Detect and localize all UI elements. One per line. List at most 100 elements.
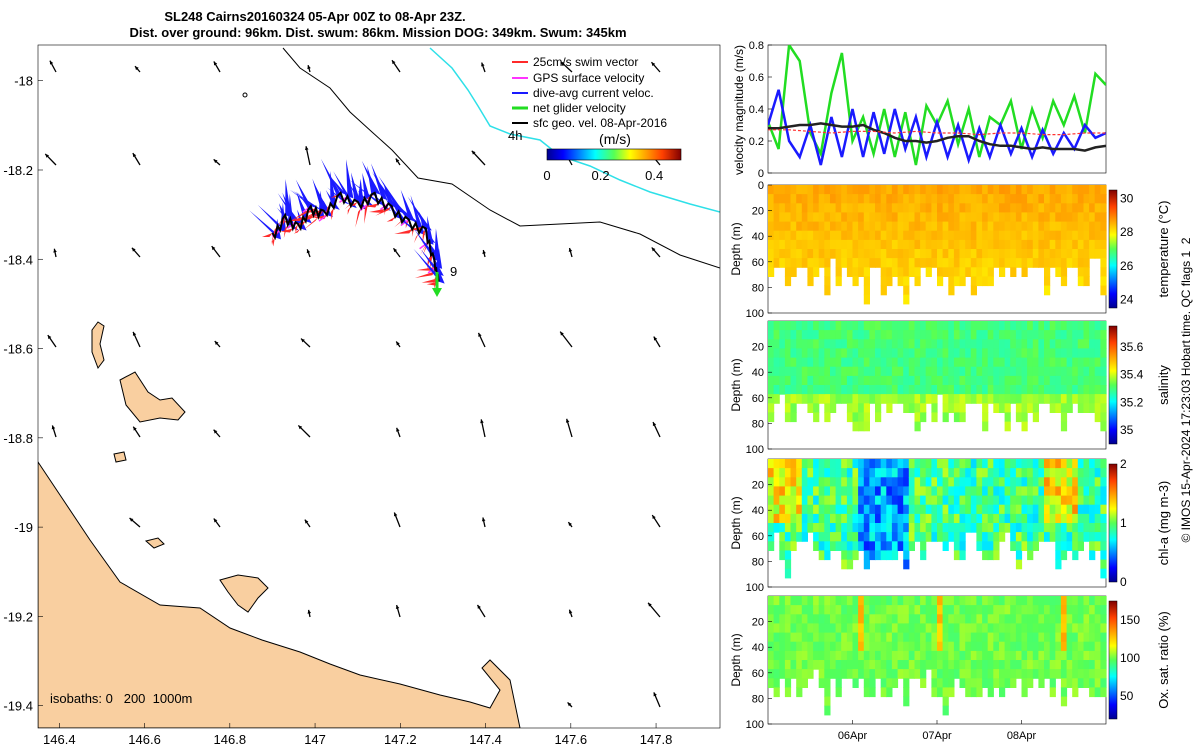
section-cell [948,203,955,213]
section-cell [942,459,949,469]
section-cell [768,412,775,423]
section-cell [1089,375,1096,386]
section-cell [959,596,966,606]
swim-vector [405,219,409,229]
section-cell [818,669,825,679]
section-cell [813,394,820,404]
section-cell [1077,513,1084,524]
section-cell [965,221,972,232]
section-cell [824,412,831,423]
section-cell [818,385,825,395]
section-cell [863,357,870,368]
section-cell [942,696,949,707]
section-cell [768,650,775,661]
section-cell [801,357,808,368]
swim-vector [394,229,413,234]
section-cell [818,339,825,349]
section-cell [768,267,775,277]
section-cell [1089,523,1096,533]
section-cell [768,513,775,524]
map-x-tick-label: 147.8 [640,732,673,747]
section-cell [959,614,966,624]
section-cell [1044,605,1051,615]
section-cell [903,348,910,359]
section-cell [965,687,972,698]
section-cell [908,495,915,506]
section-cell [1077,357,1084,368]
section-cell [1077,339,1084,349]
section-cell [1027,194,1034,204]
section-cell [790,221,797,232]
section-cell [970,486,977,497]
section-cell [897,605,904,615]
section-cell [863,203,870,213]
section-cell [1100,523,1107,533]
section-cell [846,357,854,368]
section-cell [931,249,938,259]
section-cell [1089,459,1096,469]
section-cell [959,258,966,268]
section-cell [959,669,966,679]
section-cell [835,614,842,624]
section-cell [976,523,983,533]
section-cell [886,330,893,340]
section-cell [908,403,915,413]
section-cell [914,348,921,359]
section-cell [1010,212,1017,223]
section-cell [1021,596,1028,606]
section-y-tick-label: 60 [752,257,764,269]
section-cell [976,477,983,487]
section-cell [891,486,899,497]
section-cell [993,185,1000,195]
section-cell [807,513,814,524]
section-cell [1015,523,1023,533]
section-cell [897,523,904,533]
map-y-tick-label: -18 [14,74,33,89]
section-cell [1004,194,1011,204]
section-cell [841,459,848,469]
section-cell [1038,532,1045,542]
dive-avg-current-vector [382,187,412,219]
section-cell [784,504,792,515]
section-cell [1010,375,1017,386]
section-cell [880,623,887,634]
section-cell [1083,486,1090,497]
section-cell [846,632,854,643]
section-cell [875,239,882,250]
section-cell [982,641,989,652]
section-cell [931,375,938,386]
section-cell [1004,678,1011,688]
section-cell [976,623,983,634]
section-cell [959,412,966,423]
section-cell [1072,321,1079,331]
section-cell [869,357,876,368]
section-cell [1060,212,1068,223]
section-cell [824,203,831,213]
section-cell [818,203,825,213]
section-cell [886,678,893,688]
section-cell [1072,348,1079,359]
section-cell [1077,632,1084,643]
section-cell [970,477,977,487]
section-cell [1066,669,1073,679]
section-cell [841,605,848,615]
section-cell [779,212,786,223]
section-cell [1021,330,1028,340]
section-cell [807,330,814,340]
section-cell [999,394,1006,404]
section-cell [1077,605,1084,615]
section-cell [830,249,837,259]
section-cell [908,504,915,515]
section-cell [937,687,944,698]
section-cell [908,623,915,634]
geo-velocity-arrowhead [648,602,652,607]
section-cell [1066,623,1073,634]
section-cell [987,321,994,331]
section-cell [953,641,961,652]
section-cell [1044,285,1051,296]
section-cell [1021,357,1028,368]
section-cell [908,375,915,386]
section-cell [891,477,899,487]
section-cell [852,486,859,497]
section-cell [965,212,972,223]
